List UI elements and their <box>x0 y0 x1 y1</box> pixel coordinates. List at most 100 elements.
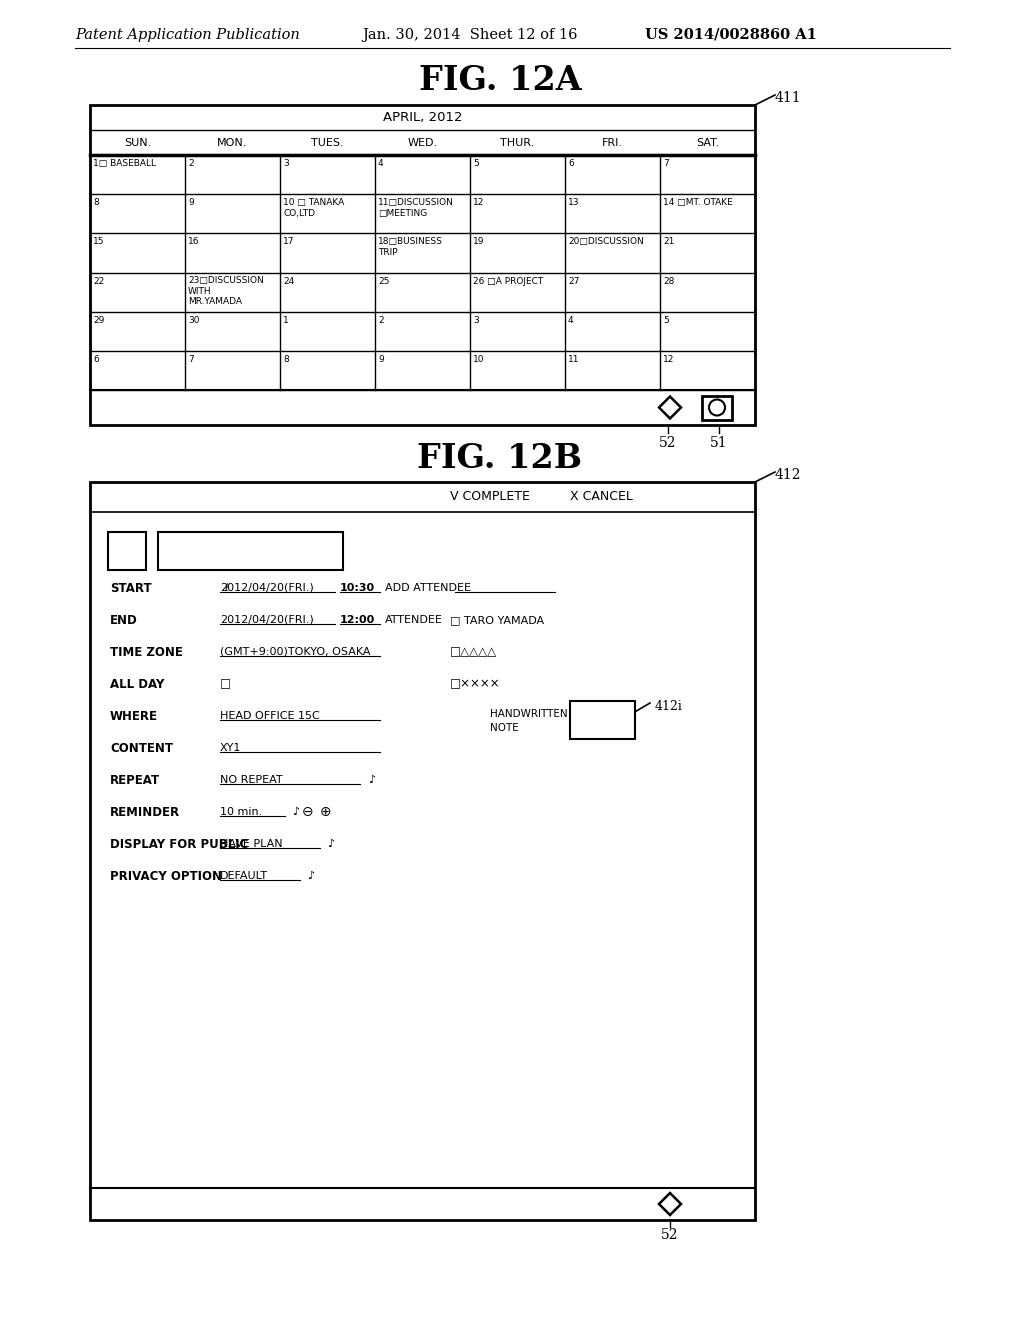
Text: 8: 8 <box>93 198 98 207</box>
Text: 16: 16 <box>188 238 200 247</box>
Text: 12: 12 <box>663 355 675 364</box>
Text: ♪: ♪ <box>307 871 314 880</box>
Text: FIG. 12A: FIG. 12A <box>419 63 582 96</box>
Text: V COMPLETE: V COMPLETE <box>450 491 529 503</box>
Text: □××××: □×××× <box>450 677 501 690</box>
Text: START: START <box>110 582 152 594</box>
Text: 6: 6 <box>93 355 98 364</box>
Text: HAVE PLAN: HAVE PLAN <box>220 840 283 849</box>
Text: 29: 29 <box>93 315 104 325</box>
Text: 52: 52 <box>662 1228 679 1242</box>
Text: 10: 10 <box>473 355 484 364</box>
Text: REPEAT: REPEAT <box>110 774 160 787</box>
Text: 24: 24 <box>283 276 294 285</box>
Text: DISCUSSION ON XY1 SALES
PROMOTION TOOL: DISCUSSION ON XY1 SALES PROMOTION TOOL <box>166 540 319 562</box>
Text: Patent Application Publication: Patent Application Publication <box>75 28 300 42</box>
Text: THUR.: THUR. <box>501 137 535 148</box>
Text: 21: 21 <box>663 238 675 247</box>
Text: 5: 5 <box>663 315 669 325</box>
Text: 52: 52 <box>659 436 677 450</box>
Text: 23□DISCUSSION
WITH
MR.YAMADA: 23□DISCUSSION WITH MR.YAMADA <box>188 276 264 306</box>
Text: 27: 27 <box>568 276 580 285</box>
Text: END: END <box>110 614 138 627</box>
Text: 2012/04/20(FRI.): 2012/04/20(FRI.) <box>220 615 313 624</box>
Text: APRIL, 2012: APRIL, 2012 <box>383 111 462 124</box>
Text: 7: 7 <box>188 355 194 364</box>
Text: 2: 2 <box>188 158 194 168</box>
Text: PRIVACY OPTION: PRIVACY OPTION <box>110 870 222 883</box>
Text: 30: 30 <box>188 315 200 325</box>
Text: ♪: ♪ <box>368 775 375 785</box>
Text: FRI.: FRI. <box>602 137 623 148</box>
Bar <box>702 396 732 420</box>
Text: 6: 6 <box>568 158 573 168</box>
Text: ALL DAY: ALL DAY <box>110 677 165 690</box>
Text: 2: 2 <box>378 315 384 325</box>
Text: ℓ: ℓ <box>224 583 228 593</box>
Text: 25: 25 <box>378 276 389 285</box>
Text: 22: 22 <box>93 276 104 285</box>
Text: 28: 28 <box>663 276 675 285</box>
Text: 11□DISCUSSION
□MEETING: 11□DISCUSSION □MEETING <box>378 198 454 218</box>
Text: 18□BUSINESS
TRIP: 18□BUSINESS TRIP <box>378 238 442 256</box>
Text: ♪: ♪ <box>327 840 334 849</box>
Text: WED.: WED. <box>408 137 437 148</box>
Text: 10:30: 10:30 <box>340 583 375 593</box>
Text: ⊖: ⊖ <box>302 805 313 818</box>
Text: 7: 7 <box>663 158 669 168</box>
Text: HANDWRITTEN
NOTE: HANDWRITTEN NOTE <box>490 709 567 733</box>
Text: HEAD OFFICE 15C: HEAD OFFICE 15C <box>220 711 319 721</box>
Text: Jan. 30, 2014  Sheet 12 of 16: Jan. 30, 2014 Sheet 12 of 16 <box>362 28 578 42</box>
Text: ⊕: ⊕ <box>319 805 332 818</box>
Text: □ TARO YAMADA: □ TARO YAMADA <box>450 615 544 624</box>
Text: 10 □ TANAKA
CO,LTD: 10 □ TANAKA CO,LTD <box>283 198 344 218</box>
Text: ATTENDEE: ATTENDEE <box>385 615 442 624</box>
Bar <box>90 482 755 1220</box>
Text: 3: 3 <box>283 158 289 168</box>
Text: 1: 1 <box>283 315 289 325</box>
Text: SUN.: SUN. <box>124 137 152 148</box>
Bar <box>90 106 755 425</box>
Text: SAT.: SAT. <box>696 137 719 148</box>
Bar <box>108 532 146 570</box>
Text: 2012/04/20(FRI.): 2012/04/20(FRI.) <box>220 583 313 593</box>
Text: WHERE: WHERE <box>110 710 158 722</box>
Text: DEFAULT: DEFAULT <box>220 871 268 880</box>
Text: 19: 19 <box>473 238 484 247</box>
Text: 13: 13 <box>568 198 580 207</box>
Text: TIME ZONE: TIME ZONE <box>110 645 183 659</box>
Text: □: □ <box>220 677 231 690</box>
Text: 4: 4 <box>568 315 573 325</box>
Text: DISPLAY FOR PUBLIC: DISPLAY FOR PUBLIC <box>110 837 249 850</box>
Text: FIG. 12B: FIG. 12B <box>418 441 583 474</box>
Text: CONTENT: CONTENT <box>110 742 173 755</box>
Text: 12:00: 12:00 <box>340 615 375 624</box>
Text: 412: 412 <box>775 469 802 482</box>
Text: 17: 17 <box>283 238 295 247</box>
Text: REMINDER: REMINDER <box>110 805 180 818</box>
Text: 3: 3 <box>473 315 479 325</box>
Text: XY1: XY1 <box>220 743 242 752</box>
Text: US 2014/0028860 A1: US 2014/0028860 A1 <box>645 28 817 42</box>
Text: 11: 11 <box>568 355 580 364</box>
Text: 1□ BASEBALL: 1□ BASEBALL <box>93 158 156 168</box>
Text: 15: 15 <box>93 238 104 247</box>
Text: 8: 8 <box>283 355 289 364</box>
Text: 26 □A PROJECT: 26 □A PROJECT <box>473 276 544 285</box>
Bar <box>158 532 343 570</box>
Bar <box>570 701 635 739</box>
Text: 9: 9 <box>378 355 384 364</box>
Text: 9: 9 <box>188 198 194 207</box>
Text: 10 min.: 10 min. <box>220 807 262 817</box>
Text: 5: 5 <box>473 158 479 168</box>
Text: (GMT+9:00)TOKYO, OSAKA: (GMT+9:00)TOKYO, OSAKA <box>220 647 371 657</box>
Text: □△△△△: □△△△△ <box>450 645 497 659</box>
Text: MON.: MON. <box>217 137 248 148</box>
Text: 14 □MT. OTAKE: 14 □MT. OTAKE <box>663 198 733 207</box>
Text: 412i: 412i <box>655 701 683 714</box>
Text: NO REPEAT: NO REPEAT <box>220 775 283 785</box>
Text: ADD ATTENDEE: ADD ATTENDEE <box>385 583 471 593</box>
Text: TUES.: TUES. <box>311 137 344 148</box>
Text: 20□DISCUSSION: 20□DISCUSSION <box>568 238 644 247</box>
Text: 51: 51 <box>711 436 728 450</box>
